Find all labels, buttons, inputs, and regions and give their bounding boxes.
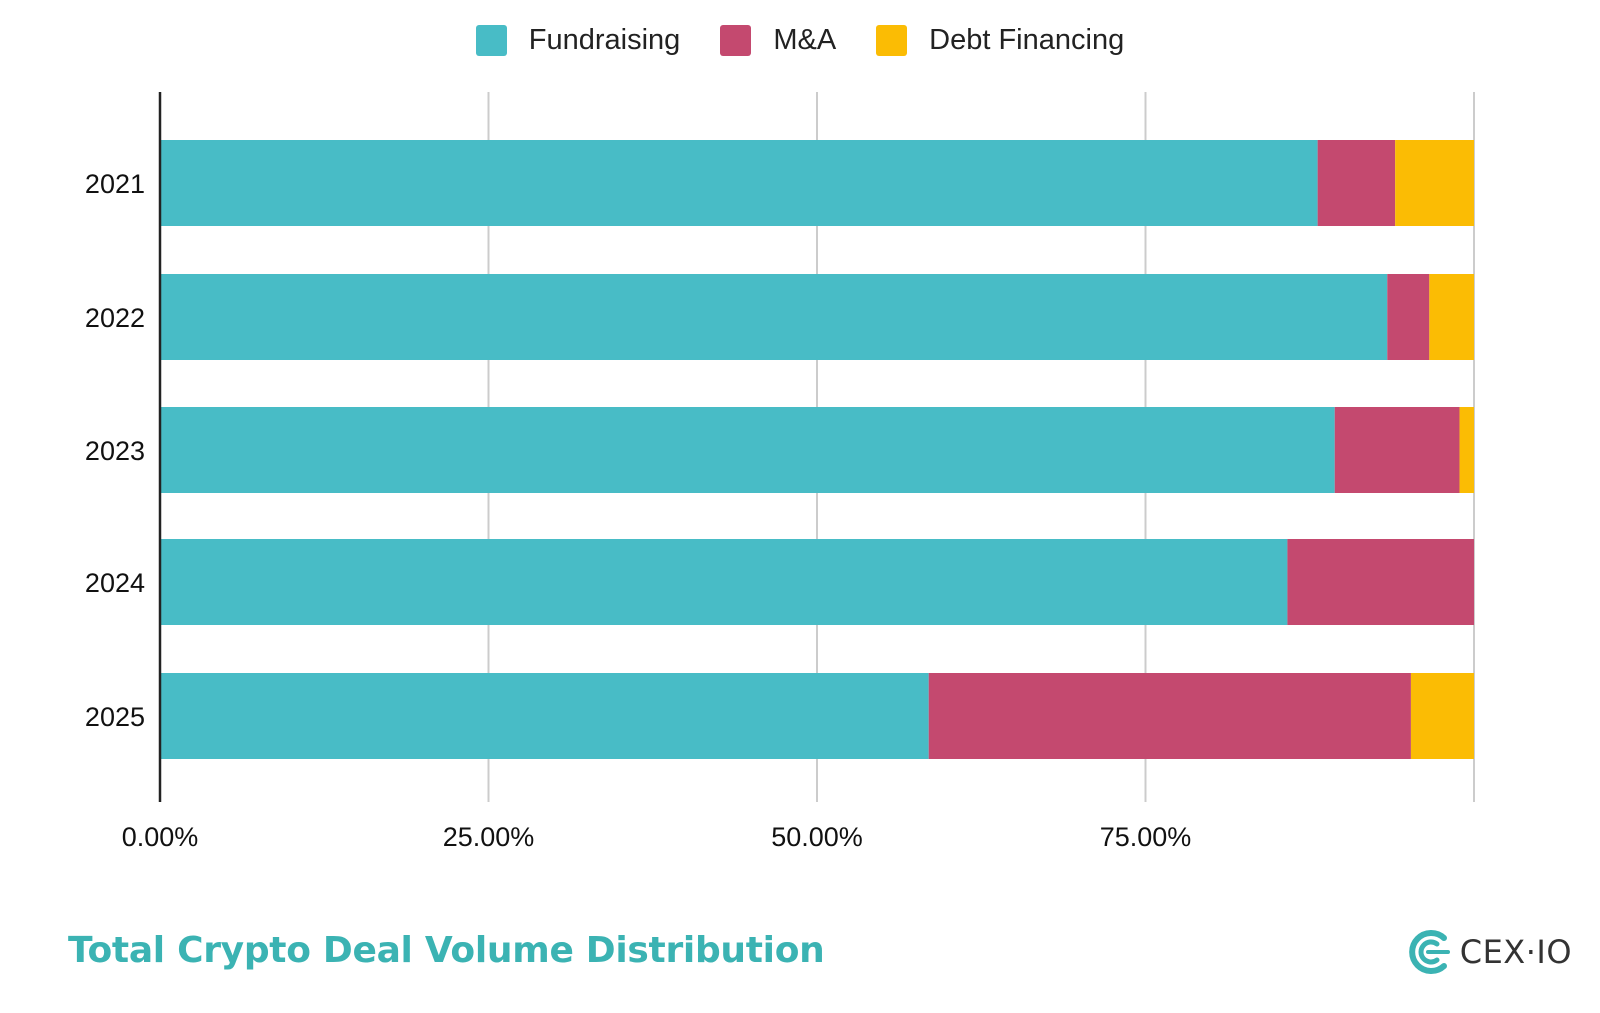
legend-swatch-fundraising <box>475 25 507 56</box>
legend-label-fundraising: Fundraising <box>528 24 681 56</box>
bar-2022-m-a <box>1387 274 1430 360</box>
x-tick-label-1: 25.00% <box>443 822 535 852</box>
bar-2023-fundraising <box>160 407 1335 493</box>
bar-2023-m-a <box>1334 407 1460 493</box>
legend-swatch-ma <box>720 25 752 56</box>
brand-name: CEX·IO <box>1459 933 1572 971</box>
bars-layer <box>160 140 1474 759</box>
bar-2025-debt-financing <box>1410 673 1474 759</box>
labels-layer: 2021 2022 2023 2024 2025 0.00% 25.00% 50.00% 75.… <box>85 169 1191 852</box>
legend-label-debt-financing: Debt Financing <box>929 24 1125 56</box>
y-tick-label-2023: 2023 <box>85 436 145 466</box>
bar-2021-fundraising <box>160 140 1318 226</box>
legend-swatch-debt-financing <box>876 25 908 56</box>
bar-2021-debt-financing <box>1395 140 1474 226</box>
bar-2021-m-a <box>1317 140 1396 226</box>
bar-2024-fundraising <box>160 539 1288 625</box>
x-tick-label-2: 50.00% <box>771 822 863 852</box>
y-tick-label-2022: 2022 <box>85 303 145 333</box>
bar-2025-fundraising <box>160 673 929 759</box>
legend-item-fundraising: Fundraising <box>475 24 681 57</box>
chart-legend: Fundraising M&A Debt Financing <box>0 24 1600 57</box>
bar-2024-m-a <box>1287 539 1474 625</box>
bar-2022-fundraising <box>160 274 1388 360</box>
y-tick-label-2021: 2021 <box>85 169 145 199</box>
y-tick-label-2025: 2025 <box>85 702 145 732</box>
bar-2023-debt-financing <box>1459 407 1474 493</box>
cex-io-logo-icon <box>1408 930 1450 974</box>
chart-title: Total Crypto Deal Volume Distribution <box>68 930 825 971</box>
bar-2025-m-a <box>928 673 1411 759</box>
bar-2022-debt-financing <box>1429 274 1474 360</box>
y-tick-label-2024: 2024 <box>85 568 145 598</box>
legend-item-ma: M&A <box>720 24 836 57</box>
brand-logo: CEX·IO <box>1404 928 1572 976</box>
x-tick-label-3: 75.00% <box>1100 822 1192 852</box>
x-tick-label-0: 0.00% <box>122 822 199 852</box>
legend-label-ma: M&A <box>773 24 837 56</box>
legend-item-debt-financing: Debt Financing <box>876 24 1124 57</box>
